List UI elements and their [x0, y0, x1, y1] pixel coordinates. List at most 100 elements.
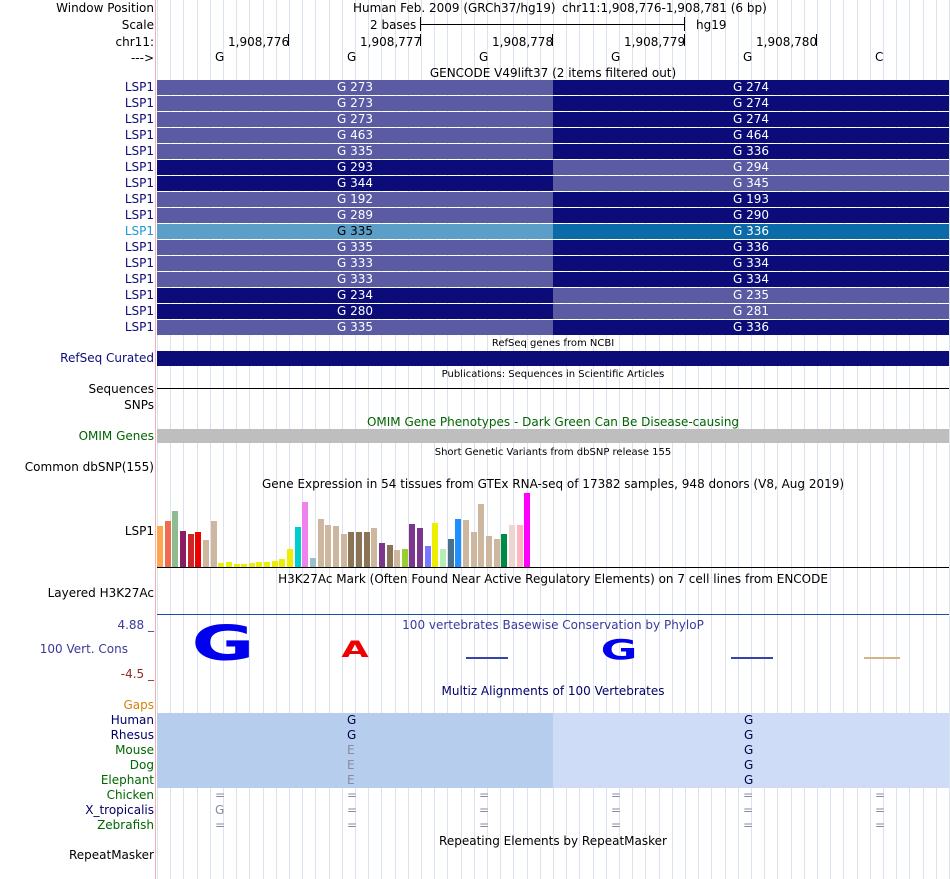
gtex-tissue-bar[interactable]: [164, 521, 171, 567]
alignment-row[interactable]: [157, 758, 949, 773]
gtex-tissue-bar[interactable]: [233, 564, 240, 567]
gtex-tissue-bar[interactable]: [401, 549, 408, 567]
gencode-transcript[interactable]: G 335 G 336: [157, 320, 949, 335]
gtex-tissue-bar[interactable]: [516, 525, 523, 567]
conservation-track-title[interactable]: 100 vertebrates Basewise Conservation by…: [402, 618, 704, 632]
gtex-tissue-bar[interactable]: [218, 563, 225, 567]
gtex-tissue-bar[interactable]: [264, 562, 271, 567]
gencode-transcript[interactable]: G 280 G 281: [157, 304, 949, 319]
species-label[interactable]: Elephant: [100, 773, 154, 787]
gtex-tissue-bar[interactable]: [172, 511, 179, 567]
gtex-tissue-bar[interactable]: [493, 539, 500, 567]
gtex-track-title[interactable]: Gene Expression in 54 tissues from GTEx …: [261, 477, 845, 491]
omim-label[interactable]: OMIM Genes: [78, 429, 154, 443]
gencode-transcript[interactable]: G 335 G 336: [157, 240, 949, 255]
gencode-transcript[interactable]: G 333 G 334: [157, 256, 949, 271]
gtex-tissue-bar[interactable]: [409, 524, 416, 567]
gencode-track-title[interactable]: GENCODE V49lift37 (2 items filtered out): [429, 66, 677, 80]
gtex-tissue-bar[interactable]: [440, 549, 447, 567]
gtex-tissue-bar[interactable]: [294, 527, 301, 567]
gencode-transcript-label[interactable]: LSP1: [124, 224, 154, 238]
gencode-transcript[interactable]: G 234 G 235: [157, 288, 949, 303]
gencode-transcript-label[interactable]: LSP1: [124, 96, 154, 110]
multiz-track-title[interactable]: Multiz Alignments of 100 Vertebrates: [441, 684, 665, 698]
gtex-tissue-bar[interactable]: [478, 504, 485, 567]
gtex-tissue-bar[interactable]: [447, 539, 454, 567]
gencode-transcript-label[interactable]: LSP1: [124, 144, 154, 158]
gtex-tissue-bar[interactable]: [417, 528, 424, 567]
gtex-tissue-bar[interactable]: [432, 523, 439, 567]
species-label[interactable]: Mouse: [115, 743, 154, 757]
gtex-tissue-bar[interactable]: [378, 543, 385, 567]
gencode-transcript[interactable]: G 192 G 193: [157, 192, 949, 207]
gencode-transcript[interactable]: G 293 G 294: [157, 160, 949, 175]
refseq-track-title[interactable]: RefSeq genes from NCBI: [491, 338, 615, 349]
gtex-tissue-bar[interactable]: [241, 564, 248, 567]
gtex-tissue-bar[interactable]: [470, 532, 477, 567]
gtex-tissue-bar[interactable]: [485, 536, 492, 567]
gtex-tissue-bar[interactable]: [179, 531, 186, 567]
gencode-transcript-label[interactable]: LSP1: [124, 208, 154, 222]
gtex-tissue-bar[interactable]: [325, 525, 332, 567]
dbsnp-label[interactable]: Common dbSNP(155): [24, 460, 154, 474]
gtex-tissue-bar[interactable]: [317, 519, 324, 567]
alignment-row[interactable]: [157, 743, 949, 758]
publications-track-title[interactable]: Publications: Sequences in Scientific Ar…: [441, 369, 665, 380]
gencode-transcript[interactable]: G 335 G 336: [157, 224, 949, 239]
repeatmasker-track-title[interactable]: Repeating Elements by RepeatMasker: [439, 834, 667, 848]
position-label[interactable]: chr11:1,908,776-1,908,781 (6 bp): [562, 1, 767, 15]
gtex-tissue-bar[interactable]: [302, 502, 309, 567]
h3k27ac-label[interactable]: Layered H3K27Ac: [47, 586, 154, 600]
gencode-transcript-label[interactable]: LSP1: [124, 160, 154, 174]
species-label[interactable]: Zebrafish: [97, 818, 154, 832]
gtex-tissue-bar[interactable]: [225, 562, 232, 567]
gtex-tissue-bar[interactable]: [455, 519, 462, 567]
gtex-bar-chart[interactable]: [157, 492, 949, 567]
gtex-tissue-bar[interactable]: [524, 493, 531, 567]
gtex-tissue-bar[interactable]: [202, 540, 209, 567]
gtex-tissue-bar[interactable]: [424, 546, 431, 567]
gtex-tissue-bar[interactable]: [310, 558, 316, 567]
gencode-transcript-label[interactable]: LSP1: [124, 192, 154, 206]
omim-track-title[interactable]: OMIM Gene Phenotypes - Dark Green Can Be…: [366, 415, 740, 429]
gencode-transcript[interactable]: G 273 G 274: [157, 96, 949, 111]
gencode-transcript-label[interactable]: LSP1: [124, 80, 154, 94]
gtex-tissue-bar[interactable]: [195, 532, 202, 567]
gencode-transcript[interactable]: G 289 G 290: [157, 208, 949, 223]
conservation-label[interactable]: 100 Vert. Cons: [39, 642, 128, 656]
gtex-tissue-bar[interactable]: [371, 528, 378, 567]
species-label[interactable]: Chicken: [106, 788, 154, 802]
alignment-row[interactable]: [157, 713, 949, 728]
gencode-transcript-label[interactable]: LSP1: [124, 320, 154, 334]
gtex-tissue-bar[interactable]: [386, 545, 393, 567]
h3k27ac-track-title[interactable]: H3K27Ac Mark (Often Found Near Active Re…: [278, 572, 828, 586]
species-label[interactable]: Rhesus: [110, 728, 154, 742]
gencode-transcript-label[interactable]: LSP1: [124, 240, 154, 254]
gtex-tissue-bar[interactable]: [463, 520, 469, 567]
gtex-tissue-bar[interactable]: [363, 532, 370, 567]
gtex-tissue-bar[interactable]: [348, 532, 355, 567]
gtex-tissue-bar[interactable]: [508, 525, 515, 567]
gtex-tissue-bar[interactable]: [501, 534, 508, 567]
gtex-tissue-bar[interactable]: [210, 521, 217, 567]
species-label[interactable]: Human: [110, 713, 154, 727]
gtex-tissue-bar[interactable]: [340, 534, 347, 567]
refseq-gene-bar[interactable]: [157, 351, 949, 366]
gencode-transcript-label[interactable]: LSP1: [124, 272, 154, 286]
alignment-row[interactable]: [157, 773, 949, 788]
gtex-tissue-bar[interactable]: [394, 550, 401, 567]
gtex-tissue-bar[interactable]: [355, 532, 362, 567]
gtex-tissue-bar[interactable]: [157, 526, 163, 567]
gencode-transcript-label[interactable]: LSP1: [124, 256, 154, 270]
gencode-transcript-label[interactable]: LSP1: [124, 304, 154, 318]
alignment-row[interactable]: [157, 728, 949, 743]
gencode-transcript-label[interactable]: LSP1: [124, 128, 154, 142]
gencode-transcript[interactable]: G 335 G 336: [157, 144, 949, 159]
gencode-transcript-label[interactable]: LSP1: [124, 288, 154, 302]
gencode-transcript[interactable]: G 273 G 274: [157, 112, 949, 127]
refseq-label[interactable]: RefSeq Curated: [60, 351, 154, 365]
species-label[interactable]: Dog: [129, 758, 154, 772]
snps-label[interactable]: SNPs: [124, 398, 154, 412]
sequences-label[interactable]: Sequences: [88, 382, 154, 396]
gtex-tissue-bar[interactable]: [279, 559, 286, 567]
